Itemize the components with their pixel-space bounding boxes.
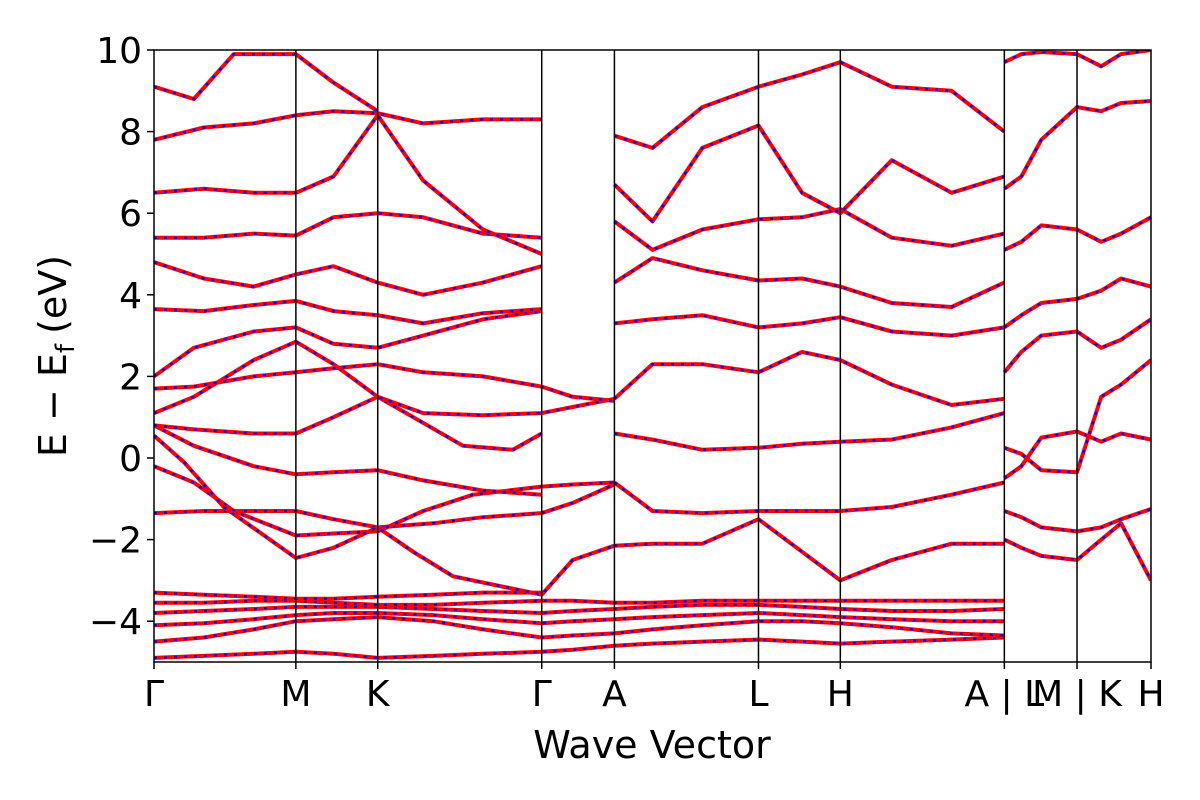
band-overlay-8 xyxy=(154,434,615,597)
y-axis-title: E − Ef (eV) xyxy=(31,255,81,457)
band-line-20 xyxy=(614,411,1005,452)
y-axis-title-subscript: f xyxy=(51,343,81,353)
high-symmetry-lines xyxy=(295,50,1078,662)
y-tick-label-3: 2 xyxy=(119,357,142,398)
x-axis-title: Wave Vector xyxy=(533,723,771,767)
x-tick-label-5: L xyxy=(748,674,768,715)
band-line-9 xyxy=(154,423,542,497)
band-line-21 xyxy=(613,349,1005,407)
x-tick-label-1: M xyxy=(280,674,311,715)
x-tick-label-2: K xyxy=(366,674,391,715)
band-overlay-12 xyxy=(154,362,615,403)
band-line-13 xyxy=(154,309,542,379)
x-tick-label-6: H xyxy=(827,674,854,715)
x-tick-label-3: Γ xyxy=(532,674,552,715)
y-tick-label-6: 8 xyxy=(119,113,142,154)
plot-frame xyxy=(153,49,1152,663)
band-line-16 xyxy=(154,211,542,240)
x-tick-label-8: M | K xyxy=(1032,674,1123,715)
band-overlay-18 xyxy=(154,109,542,142)
x-tick-label-0: Γ xyxy=(144,674,164,715)
y-tick-label-4: 4 xyxy=(119,276,142,317)
band-line-23 xyxy=(614,517,1005,583)
band-overlay-6 xyxy=(154,483,615,529)
x-tick-label-7: A | L xyxy=(964,674,1044,715)
band-overlay-27 xyxy=(614,60,1006,150)
band-overlay-14 xyxy=(154,299,542,325)
band-line-22 xyxy=(613,480,1005,516)
band-overlay-26 xyxy=(613,207,1005,252)
y-axis-title-unit: (eV) xyxy=(31,255,75,334)
y-tick-label-1: −2 xyxy=(89,521,142,562)
y-tick-label-0: −4 xyxy=(89,602,142,643)
band-line-17 xyxy=(154,113,543,256)
band-overlay-10 xyxy=(154,395,543,452)
y-tick-label-2: 0 xyxy=(119,439,142,480)
x-tick-label-4: A xyxy=(602,674,627,715)
y-tick-label-7: 10 xyxy=(96,31,142,72)
y-axis-title-main: E − E xyxy=(31,353,75,457)
band-overlay-30 xyxy=(1003,359,1151,474)
y-tick-label-5: 6 xyxy=(119,194,142,235)
band-overlay-25 xyxy=(613,256,1005,309)
band-overlay-5 xyxy=(154,591,542,601)
band-overlay-31 xyxy=(1003,507,1151,533)
band-overlay-19 xyxy=(154,52,379,113)
band-overlay-24 xyxy=(614,313,1005,337)
band-overlay-15 xyxy=(154,261,543,297)
y-axis-ticks: −4 −2 0 2 4 6 8 10 xyxy=(89,31,154,643)
x-axis-ticks: Γ M K Γ A L H A | LM | K H xyxy=(144,662,1165,715)
band-overlay-28 xyxy=(613,123,1005,224)
x-tick-label-9: H xyxy=(1137,674,1164,715)
